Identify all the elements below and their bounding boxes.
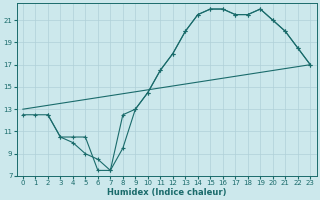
- X-axis label: Humidex (Indice chaleur): Humidex (Indice chaleur): [107, 188, 226, 197]
